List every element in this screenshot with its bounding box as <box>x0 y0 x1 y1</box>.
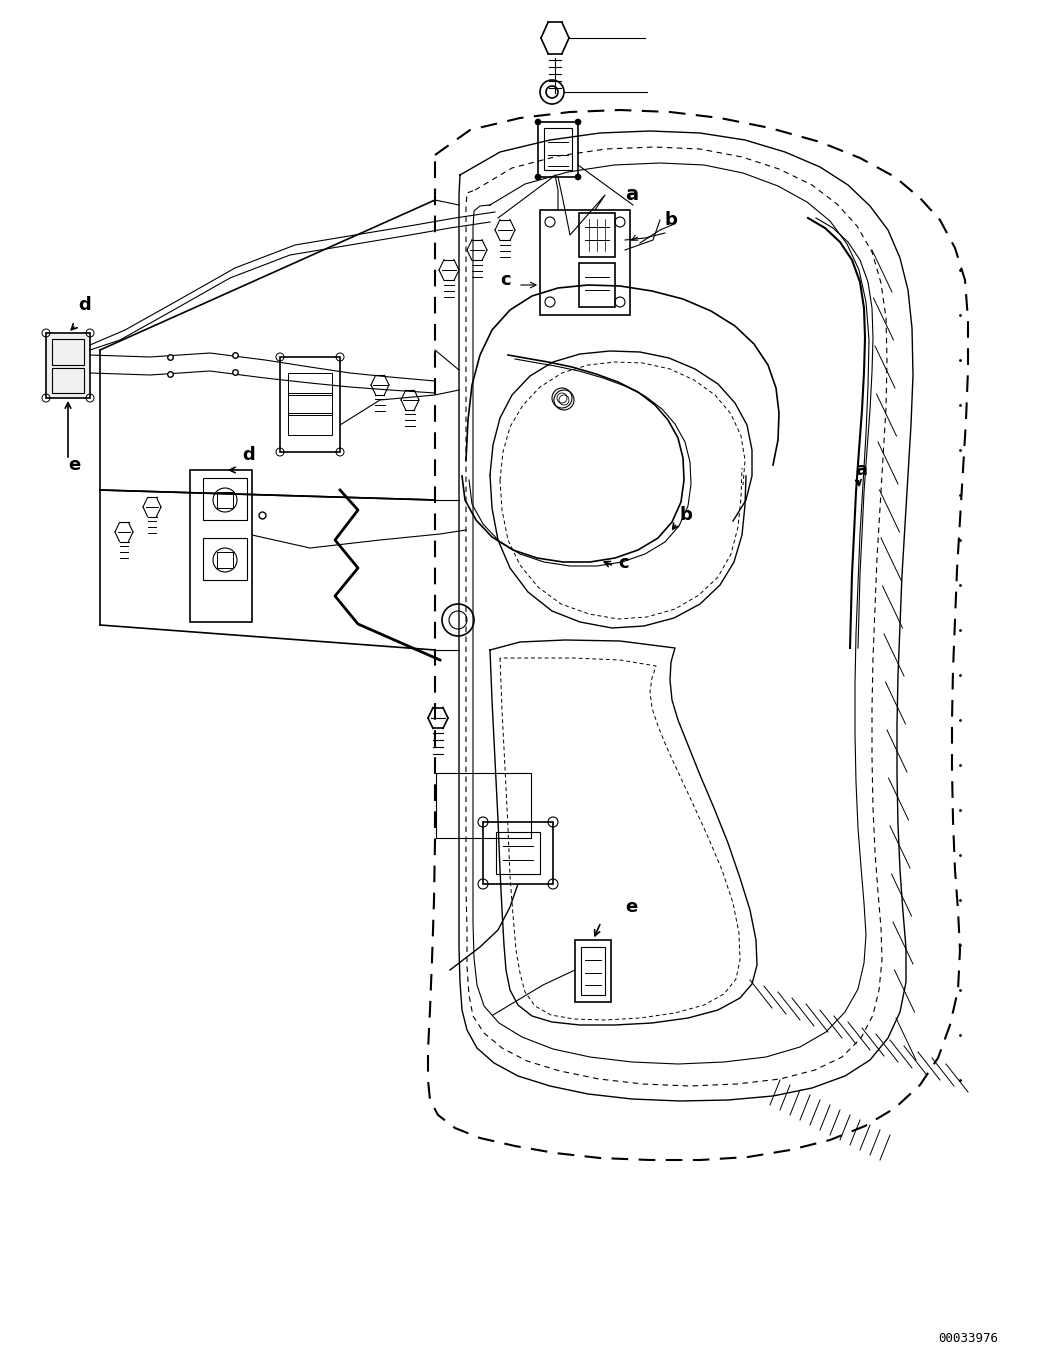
Bar <box>436 773 531 838</box>
Bar <box>46 333 90 398</box>
Text: c: c <box>500 271 511 289</box>
Text: d: d <box>78 296 90 313</box>
Bar <box>288 393 332 414</box>
Text: b: b <box>665 211 678 229</box>
Bar <box>538 123 578 177</box>
Bar <box>217 552 233 568</box>
Text: e: e <box>69 457 80 474</box>
Bar <box>203 538 247 581</box>
Bar <box>288 413 332 435</box>
Bar <box>203 478 247 521</box>
Text: c: c <box>618 553 629 572</box>
Bar <box>52 339 84 365</box>
Bar <box>288 373 332 395</box>
Bar <box>496 831 540 874</box>
Text: b: b <box>680 506 693 523</box>
Bar <box>579 263 614 307</box>
Bar <box>280 357 340 453</box>
Bar <box>540 210 630 315</box>
Bar <box>217 492 233 508</box>
Circle shape <box>575 119 581 125</box>
Bar <box>190 470 252 622</box>
Bar <box>483 822 553 885</box>
Circle shape <box>575 174 581 180</box>
Text: a: a <box>625 185 638 204</box>
Text: d: d <box>242 446 254 463</box>
Bar <box>52 368 84 393</box>
Bar <box>581 947 605 995</box>
Bar <box>579 213 614 258</box>
Text: a: a <box>855 461 867 478</box>
Circle shape <box>535 119 541 125</box>
Text: e: e <box>625 898 637 916</box>
Bar <box>544 128 572 170</box>
Text: 00033976: 00033976 <box>938 1332 998 1345</box>
Bar <box>575 940 611 1002</box>
Circle shape <box>535 174 541 180</box>
